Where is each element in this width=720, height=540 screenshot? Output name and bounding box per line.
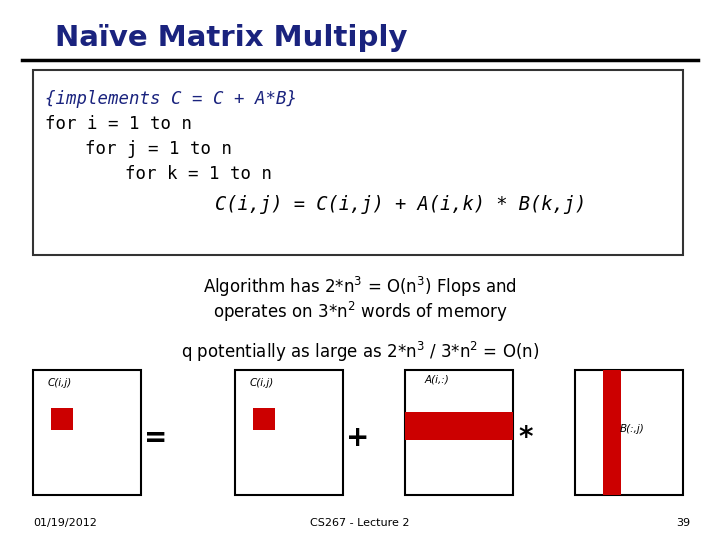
Bar — [405, 412, 513, 440]
Bar — [33, 370, 141, 495]
Text: CS267 - Lecture 2: CS267 - Lecture 2 — [310, 518, 410, 528]
Text: 01/19/2012: 01/19/2012 — [33, 518, 97, 528]
Bar — [235, 370, 343, 495]
Text: =: = — [144, 424, 168, 453]
Text: +: + — [346, 424, 369, 453]
Text: Algorithm has 2*n$^3$ = O(n$^3$) Flops and: Algorithm has 2*n$^3$ = O(n$^3$) Flops a… — [203, 275, 517, 299]
Bar — [253, 408, 275, 430]
Text: C(i,j): C(i,j) — [48, 378, 72, 388]
Bar — [405, 370, 513, 495]
Text: C(i,j) = C(i,j) + A(i,k) * B(k,j): C(i,j) = C(i,j) + A(i,k) * B(k,j) — [215, 195, 586, 214]
Text: C(i,j): C(i,j) — [250, 378, 274, 388]
Text: operates on 3*n$^2$ words of memory: operates on 3*n$^2$ words of memory — [212, 300, 508, 324]
Text: {implements C = C + A*B}: {implements C = C + A*B} — [45, 90, 297, 108]
Text: B(:,j): B(:,j) — [620, 424, 644, 434]
Text: for i = 1 to n: for i = 1 to n — [45, 115, 192, 133]
Text: *: * — [518, 424, 534, 453]
Bar — [603, 370, 621, 495]
Text: Naïve Matrix Multiply: Naïve Matrix Multiply — [55, 24, 408, 52]
Text: for k = 1 to n: for k = 1 to n — [125, 165, 272, 183]
Bar — [51, 408, 73, 430]
Text: A(i,:): A(i,:) — [425, 375, 450, 385]
Bar — [575, 370, 683, 495]
Text: 39: 39 — [676, 518, 690, 528]
Bar — [33, 70, 683, 255]
Text: for j = 1 to n: for j = 1 to n — [85, 140, 232, 158]
Text: q potentially as large as 2*n$^3$ / 3*n$^2$ = O(n): q potentially as large as 2*n$^3$ / 3*n$… — [181, 340, 539, 364]
